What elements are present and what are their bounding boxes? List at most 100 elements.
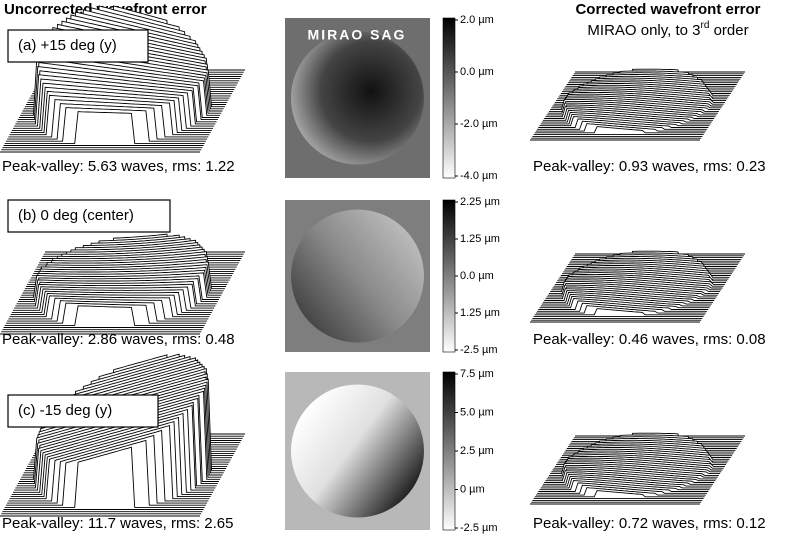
surface-line	[553, 93, 724, 105]
surface-fill	[534, 308, 705, 317]
surface-line	[14, 408, 215, 491]
surface-line	[552, 277, 723, 289]
surface-fill	[4, 111, 205, 146]
colorbar-label: -2.5 µm	[460, 344, 498, 356]
surface-line	[8, 99, 209, 138]
surface-fill	[530, 504, 700, 506]
surface-line	[563, 261, 734, 273]
surface-line	[13, 288, 213, 311]
surface-fill	[3, 145, 204, 148]
colorbar-label: 2.5 µm	[460, 445, 494, 457]
colorbar-label: 7.5 µm	[460, 368, 494, 380]
surface-line	[558, 86, 729, 98]
surface-line	[559, 84, 730, 96]
surface-line	[8, 429, 209, 502]
colorbar-label: -2.0 µm	[460, 118, 498, 130]
surface-fill	[3, 509, 204, 512]
corrected-stats: Peak-valley: 0.46 waves, rms: 0.08	[533, 331, 766, 348]
surface-line	[556, 272, 727, 284]
surface-line	[553, 275, 724, 287]
surface-line	[7, 103, 208, 140]
surface-line	[13, 412, 213, 493]
surface-line	[10, 90, 211, 134]
colorbar-label: 0 µm	[460, 483, 485, 495]
surface-line	[537, 484, 708, 494]
surface-line	[30, 248, 231, 279]
surface-line	[556, 454, 727, 466]
surface-line	[14, 78, 215, 127]
surface-fill	[534, 126, 705, 135]
colorbar-label: 5.0 µm	[460, 406, 494, 418]
surface-line	[11, 86, 212, 131]
surface-line	[10, 421, 211, 498]
surface-fill	[3, 327, 204, 330]
surface-line	[552, 459, 723, 471]
surface-line	[23, 264, 224, 292]
surface-line	[535, 487, 706, 496]
surface-fill	[2, 329, 203, 332]
surface-line	[559, 448, 730, 460]
surface-line	[10, 293, 211, 316]
surface-fill	[0, 334, 200, 336]
colorbar	[442, 371, 456, 531]
colorbar-label: -4.0 µm	[460, 170, 498, 182]
surface-line	[557, 452, 728, 464]
colorbar-label: 0.0 µm	[460, 66, 494, 78]
surface-line	[17, 278, 218, 303]
surface-line	[534, 308, 705, 316]
surface-line	[16, 70, 217, 123]
surface-line	[540, 114, 711, 125]
surface-line	[24, 261, 225, 290]
surface-line	[22, 266, 223, 294]
surface-line	[15, 74, 216, 125]
surface-line	[550, 281, 721, 293]
surface-line	[5, 439, 206, 506]
colorbar-label: 0.0 µm	[460, 270, 494, 282]
surface-line	[547, 466, 718, 478]
surface-line	[560, 83, 731, 94]
surface-line	[546, 286, 717, 298]
surface-line	[543, 474, 713, 485]
label-box	[7, 199, 171, 233]
colorbar-label: 1.25 µm	[460, 233, 500, 245]
surface-line	[33, 244, 234, 275]
surface-line	[563, 79, 734, 91]
surface-line	[543, 110, 713, 121]
surface-line	[18, 61, 219, 118]
surface-line	[32, 246, 232, 277]
surface-line	[562, 263, 732, 275]
surface-line	[21, 269, 222, 296]
surface-line	[540, 296, 711, 307]
right-subtitle: MIRAO only, to 3rd order	[587, 20, 748, 39]
surface-line	[557, 270, 728, 282]
colorbar	[442, 17, 456, 179]
wavefront-map	[291, 384, 424, 518]
surface-line	[26, 259, 227, 287]
surface-line	[544, 290, 715, 301]
surface-line	[543, 292, 713, 303]
surface-line	[539, 480, 710, 491]
colorbar-label: 2.0 µm	[460, 14, 494, 26]
surface-fill	[0, 152, 200, 154]
surface-line	[538, 300, 709, 310]
surface-line	[544, 108, 715, 119]
surface-line	[27, 256, 228, 285]
surface-line	[541, 476, 712, 487]
surface-fill	[1, 149, 202, 152]
surface-fill	[2, 147, 203, 150]
surface-line	[4, 305, 205, 326]
surface-line	[545, 470, 716, 482]
surface-line	[16, 281, 217, 305]
corrected-stats: Peak-valley: 0.93 waves, rms: 0.23	[533, 158, 766, 175]
surface-line	[7, 300, 208, 322]
surface-line	[9, 94, 210, 136]
surface-line	[28, 253, 229, 283]
surface-line	[556, 90, 727, 102]
surface-plot	[530, 68, 745, 142]
surface-line	[9, 295, 210, 318]
surface-line	[546, 468, 717, 480]
surface-line	[551, 279, 722, 291]
surface-line	[547, 284, 718, 296]
surface-line	[550, 463, 721, 475]
